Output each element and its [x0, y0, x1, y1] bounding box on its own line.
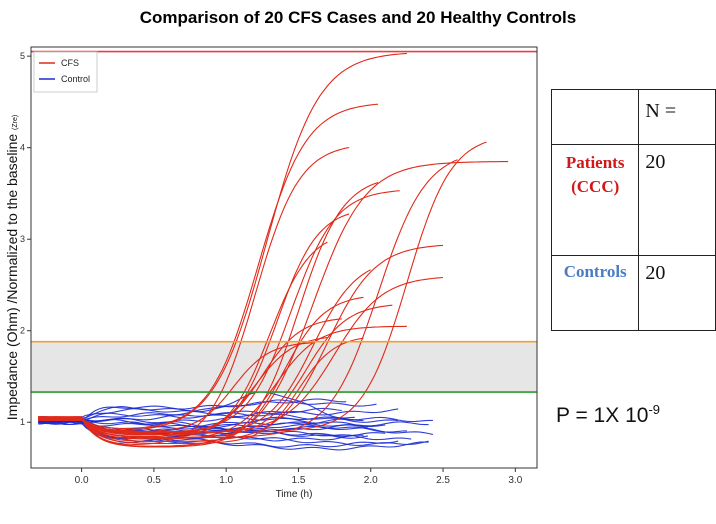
control-curve	[38, 417, 364, 428]
x-tick-label: 1.0	[219, 475, 233, 486]
p-value-exponent: -9	[648, 402, 661, 417]
x-tick-label: 2.0	[364, 475, 378, 486]
y-tick-label: 1	[20, 417, 25, 427]
y-axis-label-main: Impedance (Ohm) /Normalized to the basel…	[4, 130, 20, 420]
cfs-curve	[38, 161, 509, 447]
patients-label-line2: (CCC)	[571, 177, 620, 196]
x-tick-label: 0.5	[147, 475, 161, 486]
controls-label: Controls	[550, 255, 640, 331]
legend-label: Control	[61, 74, 90, 84]
patients-label: Patients (CCC)	[550, 144, 640, 256]
cfs-curve	[38, 304, 393, 439]
y-axis-label-suffix: (Zre)	[12, 115, 19, 130]
p-value-text: P = 1X 10	[556, 404, 649, 427]
y-tick-label: 5	[20, 51, 25, 61]
n-table-header: N =	[638, 89, 716, 145]
n-table-corner	[550, 89, 640, 145]
shaded-band	[31, 341, 537, 393]
legend-box	[33, 51, 98, 93]
y-tick-label: 2	[20, 326, 25, 336]
n-table: N = Patients (CCC) 20 Controls 20	[550, 89, 716, 331]
cfs-curve	[38, 296, 364, 448]
patients-count: 20	[638, 144, 716, 256]
x-tick-label: 1.5	[292, 475, 306, 486]
controls-count: 20	[638, 255, 716, 331]
y-axis-label: Impedance (Ohm) /Normalized to the basel…	[4, 115, 20, 420]
cfs-curve	[38, 337, 364, 445]
x-tick-label: 2.5	[436, 475, 450, 486]
patients-label-line1: Patients	[565, 153, 625, 172]
y-tick-label: 3	[20, 234, 25, 244]
plot-frame	[30, 46, 538, 469]
control-curve	[38, 407, 342, 425]
x-tick-label: 0.0	[75, 475, 89, 486]
p-value: P = 1X 10-9	[556, 402, 660, 428]
cfs-curve	[38, 325, 407, 440]
control-curve	[38, 418, 412, 441]
chart-title: Comparison of 20 CFS Cases and 20 Health…	[139, 8, 577, 27]
impedance-chart: 0.0 0.5 1.0 1.5 2.0 2.5 3.0 1 2 3 4 5 Time (h) Impeda…	[4, 46, 538, 500]
cfs-curve	[38, 244, 444, 443]
cfs-curve	[38, 337, 328, 436]
x-axis-label: Time (h)	[276, 489, 313, 500]
x-tick-label: 3.0	[508, 475, 522, 486]
y-tick-label: 4	[20, 143, 25, 153]
cfs-curve	[38, 103, 379, 429]
control-curve	[38, 399, 377, 423]
control-curve	[38, 398, 347, 424]
legend-label: CFS	[61, 58, 79, 68]
